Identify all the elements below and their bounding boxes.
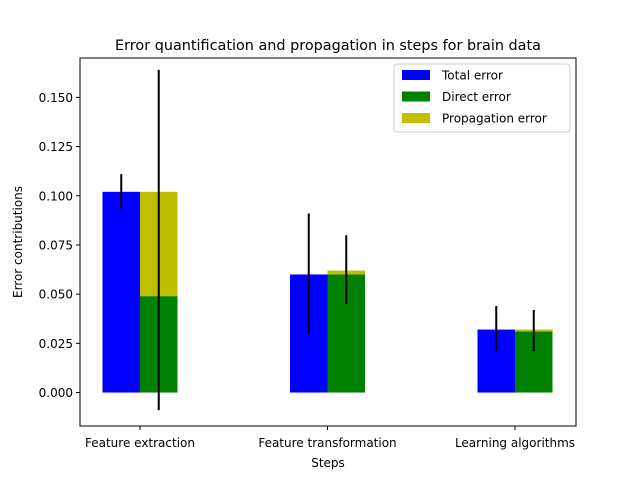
x-tick-label: Learning algorithms	[455, 436, 575, 450]
x-tick-label: Feature extraction	[85, 436, 195, 450]
legend-swatch	[402, 113, 430, 123]
y-tick-label: 0.050	[39, 288, 73, 302]
legend: Total error Direct error Propagation error	[393, 63, 571, 133]
y-tick-label: 0.075	[39, 238, 73, 252]
legend-label: Total error	[441, 69, 503, 83]
x-tick-label: Feature transformation	[258, 436, 396, 450]
legend-swatch	[402, 70, 430, 80]
legend-label: Propagation error	[442, 112, 547, 126]
legend-label: Direct error	[442, 90, 511, 104]
bar-total-error	[102, 191, 140, 393]
y-axis-label: Error contributions	[11, 186, 25, 298]
y-tick-label: 0.125	[39, 140, 73, 154]
chart-title: Error quantification and propagation in …	[115, 38, 541, 54]
y-tick-label: 0.100	[39, 189, 73, 203]
y-tick-label: 0.025	[39, 337, 73, 351]
y-tick-label: 0.150	[39, 91, 73, 105]
x-axis: Feature extraction Feature transformation…	[85, 426, 575, 450]
y-tick-label: 0.000	[39, 386, 73, 400]
legend-box	[393, 63, 571, 133]
y-axis: 0.000 0.025 0.050 0.075 0.100 0.125 0.150	[39, 91, 80, 400]
x-axis-label: Steps	[311, 456, 345, 470]
plot-area	[102, 69, 553, 411]
legend-swatch	[402, 91, 430, 102]
